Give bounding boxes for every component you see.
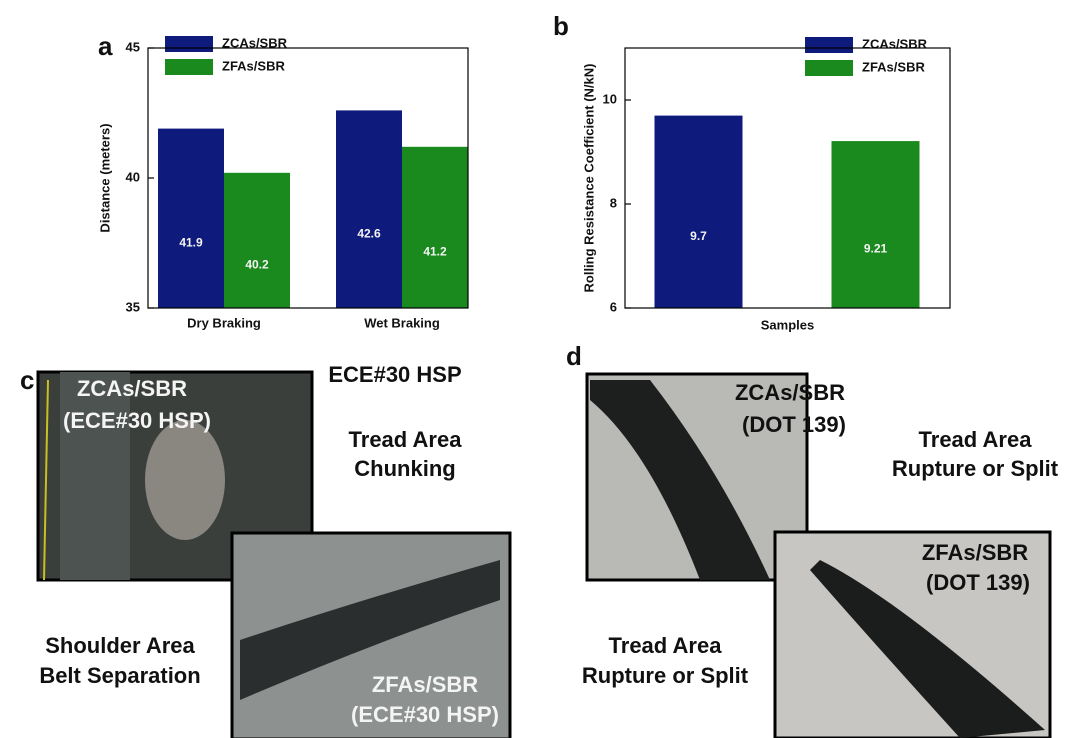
failure-text: Chunking [354,456,455,481]
panel-label: b [553,11,569,41]
data-label: 40.2 [245,258,269,272]
photo-caption: ZFAs/SBR [372,672,478,697]
failure-text: Tread Area [349,427,463,452]
legend-swatch [805,37,853,53]
data-label: 9.7 [690,229,707,243]
y-tick-label: 6 [610,299,617,314]
data-label: 41.9 [179,235,203,249]
bar [832,141,920,308]
bar [402,147,468,308]
failure-text: Rupture or Split [582,663,749,688]
data-label: 9.21 [864,242,888,256]
failure-text: Tread Area [919,427,1033,452]
x-tick-label: Dry Braking [187,315,261,330]
panel-label: c [20,365,34,395]
y-axis-label: Rolling Resistance Coefficient (N/kN) [581,64,596,293]
data-label: 42.6 [357,226,381,240]
photo-caption: (ECE#30 HSP) [351,702,499,727]
photo-caption: (DOT 139) [926,570,1030,595]
panel-label: d [566,341,582,371]
failure-text: Shoulder Area [45,633,195,658]
legend-swatch [165,36,213,52]
legend-swatch [165,59,213,75]
legend-swatch [805,60,853,76]
panel-label: a [98,31,113,61]
photo-caption: (ECE#30 HSP) [63,408,211,433]
y-tick-label: 8 [610,195,617,210]
photo-caption: ZCAs/SBR [77,376,187,401]
bar [655,116,743,308]
failure-text: Belt Separation [39,663,200,688]
data-label: 41.2 [423,245,447,259]
bar [158,129,224,308]
legend-label: ZFAs/SBR [862,59,925,74]
failure-text: Tread Area [609,633,723,658]
y-tick-label: 10 [603,91,617,106]
photo-detail [60,372,130,580]
panel-header: ECE#30 HSP [328,362,461,387]
y-tick-label: 35 [126,299,140,314]
legend-label: ZCAs/SBR [862,36,928,51]
bar [336,110,402,308]
y-tick-label: 45 [126,39,140,54]
x-axis-label: Samples [761,317,814,332]
y-tick-label: 40 [126,169,140,184]
legend-label: ZFAs/SBR [222,58,285,73]
y-axis-label: Distance (meters) [97,123,112,232]
x-tick-label: Wet Braking [364,315,440,330]
photo-detail [145,420,225,540]
figure: c ECE#30 HSP ZCAs/SBR (ECE#30 HSP) Tread… [0,0,1068,738]
bar [224,173,290,308]
photo-caption: (DOT 139) [742,412,846,437]
failure-text: Rupture or Split [892,456,1059,481]
photo-caption: ZCAs/SBR [735,380,845,405]
photo-caption: ZFAs/SBR [922,540,1028,565]
